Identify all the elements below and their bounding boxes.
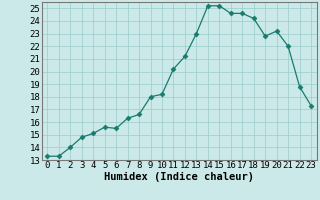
X-axis label: Humidex (Indice chaleur): Humidex (Indice chaleur): [104, 172, 254, 182]
